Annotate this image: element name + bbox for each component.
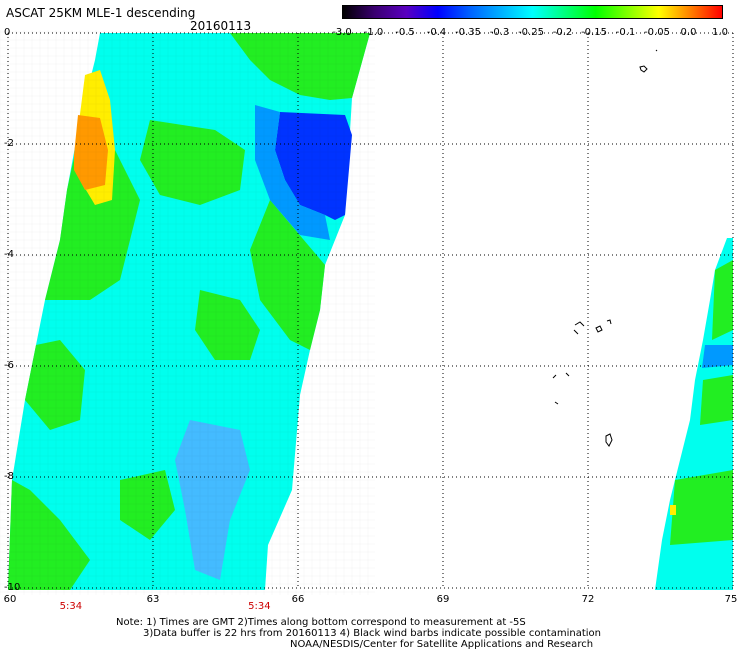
longitude-label: 75 [724, 594, 738, 605]
swath-right-yellow-pixel [670, 505, 676, 515]
map-title: ASCAT 25KM MLE-1 descending [6, 6, 196, 20]
longitude-label: 69 [436, 594, 450, 605]
colorbar-tick-label: -0.35 [455, 27, 481, 38]
swath-right-blue [702, 345, 733, 368]
colorbar-tick-label: -0.2 [552, 27, 573, 38]
island-chagos-4 [552, 372, 570, 379]
colorbar [342, 5, 723, 19]
island-north [639, 65, 648, 73]
colorbar-tick-label: -0.3 [489, 27, 510, 38]
swath-right [655, 238, 733, 590]
latitude-label: -6 [4, 360, 14, 371]
colorbar-tick-label: -0.1 [615, 27, 636, 38]
island-chagos-1 [573, 321, 585, 335]
latitude-label: 0 [4, 27, 11, 38]
colorbar-tick-label: -0.5 [395, 27, 415, 38]
longitude-label: 66 [291, 594, 305, 605]
colorbar-tick-label: -1.0 [363, 27, 384, 38]
colorbar-tick-label: -0.15 [581, 27, 607, 38]
map-date: 20160113 [190, 19, 252, 33]
colorbar-tick-label: -0.4 [426, 27, 447, 38]
swath-right-green-mid [700, 375, 733, 425]
island-diego-garcia [605, 433, 613, 447]
island-dot [655, 49, 658, 52]
island-chagos-5 [554, 401, 559, 405]
note-line-2: 3)Data buffer is 22 hrs from 20160113 4)… [143, 628, 601, 639]
island-outlines [552, 49, 658, 447]
colorbar-tick-label: 1.0 [712, 27, 728, 38]
latitude-label: -8 [4, 471, 14, 482]
colorbar-tick-label: -0.05 [644, 27, 670, 38]
longitude-label: 63 [146, 594, 160, 605]
island-chagos-2 [595, 325, 603, 333]
time-label: 5:34 [59, 601, 83, 612]
time-label: 5:34 [248, 601, 271, 612]
island-chagos-3 [606, 319, 612, 325]
longitude-label: 60 [3, 594, 17, 605]
colorbar-ticks: -3.0 -1.0 -0.5 -0.4 -0.35 -0.3 -0.25 -0.2 -0.15-… [330, 27, 732, 39]
grid-lines [7, 32, 734, 589]
swath-right-green-south [670, 470, 733, 545]
swath-right-green-north [712, 260, 733, 340]
note-line-3: NOAA/NESDIS/Center for Satellite Applica… [290, 639, 594, 650]
latitude-label: -2 [4, 138, 14, 149]
latitude-label: -4 [4, 249, 14, 260]
colorbar-tick-label: 0.0 [680, 27, 697, 38]
colorbar-tick-label: -0.25 [518, 27, 544, 38]
colorbar-tick-label: -3.0 [332, 27, 352, 38]
swath-left [0, 30, 375, 595]
longitude-label: 72 [581, 594, 595, 605]
swath-left-texture [0, 30, 375, 595]
latitude-label: -10 [4, 582, 21, 593]
note-line-1: Note: 1) Times are GMT 2)Times along bot… [116, 617, 526, 628]
